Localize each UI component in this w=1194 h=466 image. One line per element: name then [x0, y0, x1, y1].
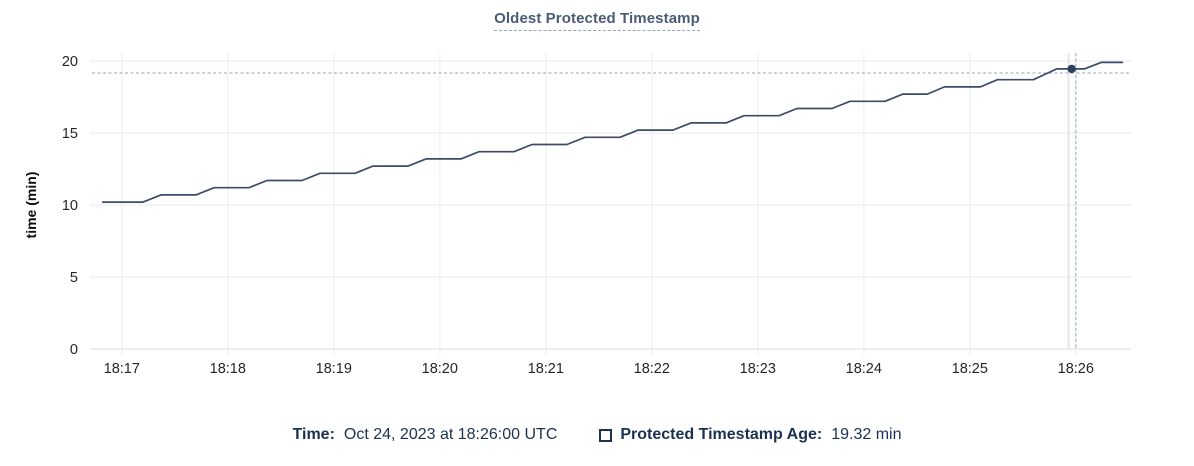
y-tick-label: 20 [62, 54, 78, 70]
hover-tooltip-legend: Time: Oct 24, 2023 at 18:26:00 UTC Prote… [0, 425, 1194, 445]
x-tick-label: 18:20 [422, 361, 458, 377]
x-tick-label: 18:23 [740, 361, 776, 377]
x-tick-label: 18:25 [952, 361, 988, 377]
series-swatch-icon [599, 428, 613, 442]
x-tick-label: 18:19 [316, 361, 352, 377]
chart-title-row: Oldest Protected Timestamp [0, 10, 1194, 31]
y-tick-label: 15 [62, 126, 78, 142]
x-tick-label: 18:26 [1058, 361, 1094, 377]
x-tick-label: 18:17 [104, 361, 140, 377]
x-tick-label: 18:22 [634, 361, 670, 377]
legend-series-label: Protected Timestamp Age: [620, 426, 823, 443]
tooltip-time-value: Oct 24, 2023 at 18:26:00 UTC [343, 426, 558, 443]
legend-series-toggle[interactable]: Protected Timestamp Age: 19.32 min [599, 425, 901, 445]
y-tick-label: 5 [70, 270, 78, 286]
series-line [101, 61, 1124, 203]
y-tick-label: 0 [70, 342, 78, 358]
y-tick-label: 10 [62, 198, 78, 214]
x-tick-label: 18:21 [528, 361, 564, 377]
legend-series-value: 19.32 min [831, 426, 902, 443]
hover-point-dot[interactable] [1067, 64, 1076, 74]
tooltip-time-label: Time: [292, 426, 335, 443]
x-tick-label: 18:24 [846, 361, 882, 377]
line-chart[interactable]: 18:17 18:18 18:19 18:20 18:21 18:22 18:23 18:24… [0, 0, 1194, 400]
x-tick-label: 18:18 [210, 361, 246, 377]
chart-title[interactable]: Oldest Protected Timestamp [494, 10, 700, 31]
